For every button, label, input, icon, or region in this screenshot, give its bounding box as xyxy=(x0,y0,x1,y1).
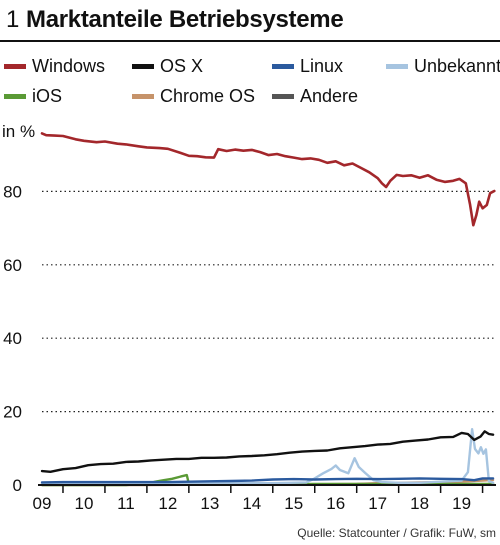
x-tick-label-19: 19 xyxy=(452,494,471,513)
series-layer xyxy=(40,132,496,487)
legend-swatch-windows xyxy=(4,63,26,69)
series-line-os-x xyxy=(40,430,495,473)
legend-item-unbekannt: Unbekannt xyxy=(386,54,500,78)
legend-label-ios: iOS xyxy=(32,85,63,106)
legend-item-ios: iOS xyxy=(4,84,62,108)
legend-label-unbekannt: Unbekannt xyxy=(414,55,500,76)
y-tick-label-0: 0 xyxy=(13,476,22,495)
legend-swatch-andere xyxy=(272,93,294,99)
legend-item-andere: Andere xyxy=(272,84,358,108)
header-rule xyxy=(0,40,500,42)
figure-number: 1 xyxy=(6,6,20,33)
y-tick-label-60: 60 xyxy=(3,256,22,275)
legend-item-linux: Linux xyxy=(272,54,343,78)
y-tick-label-20: 20 xyxy=(3,403,22,422)
series-line-windows xyxy=(40,132,496,227)
source-note: Quelle: Statcounter / Grafik: FuW, sm xyxy=(297,526,496,540)
legend-label-chromeos: Chrome OS xyxy=(160,85,256,106)
x-tick-label-15: 15 xyxy=(284,494,303,513)
legend-swatch-ios xyxy=(4,93,26,99)
chart-legend: Windows OS X Linux Unbekannt iOS Chrome … xyxy=(0,54,500,110)
legend-swatch-osx xyxy=(132,63,154,69)
legend-item-chromeos: Chrome OS xyxy=(132,84,255,108)
y-tick-label-40: 40 xyxy=(3,329,22,348)
chart-title: Marktanteile Betriebsysteme xyxy=(26,6,344,33)
axis-layer: 0 20 40 60 80 in % 09 10 11 12 13 14 15 16 17 18 19 xyxy=(2,122,496,513)
y-axis-label: in % xyxy=(2,122,35,141)
legend-item-windows: Windows xyxy=(4,54,105,78)
legend-label-osx: OS X xyxy=(160,55,204,76)
grid-layer xyxy=(42,190,496,413)
x-tick-label-14: 14 xyxy=(242,494,261,513)
legend-label-windows: Windows xyxy=(32,55,106,76)
x-tick-label-17: 17 xyxy=(368,494,387,513)
legend-swatch-unbekannt xyxy=(386,63,408,69)
legend-label-linux: Linux xyxy=(300,55,344,76)
legend-swatch-chromeos xyxy=(132,93,154,99)
series-line-linux xyxy=(40,477,495,484)
x-tick-label-09: 09 xyxy=(33,494,52,513)
legend-swatch-linux xyxy=(272,63,294,69)
legend-label-andere: Andere xyxy=(300,85,359,106)
x-tick-label-12: 12 xyxy=(158,494,177,513)
x-tick-label-11: 11 xyxy=(117,494,135,513)
line-chart: 0 20 40 60 80 in % 09 10 11 12 13 14 15 16 17 18 19 xyxy=(2,122,496,513)
x-tick-label-10: 10 xyxy=(74,494,93,513)
x-tick-label-16: 16 xyxy=(326,494,345,513)
x-tick-label-13: 13 xyxy=(200,494,219,513)
chart-header: 1 Marktanteile Betriebsysteme xyxy=(0,0,500,42)
series-line-unbekannt xyxy=(40,428,495,486)
legend-item-osx: OS X xyxy=(132,54,203,78)
y-tick-label-80: 80 xyxy=(3,182,22,201)
x-tick-label-18: 18 xyxy=(410,494,429,513)
